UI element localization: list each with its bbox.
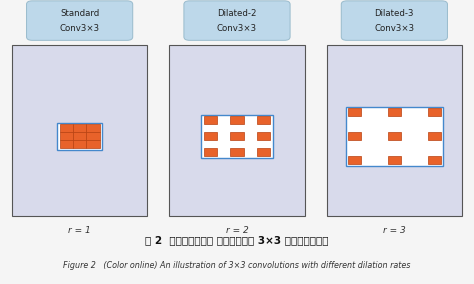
FancyBboxPatch shape: [257, 116, 270, 124]
FancyBboxPatch shape: [348, 156, 361, 164]
Text: Standard: Standard: [60, 9, 99, 18]
FancyBboxPatch shape: [348, 108, 361, 116]
FancyBboxPatch shape: [204, 148, 217, 156]
FancyBboxPatch shape: [73, 132, 86, 140]
FancyBboxPatch shape: [428, 132, 441, 140]
FancyBboxPatch shape: [388, 108, 401, 116]
Bar: [327, 45, 462, 216]
Text: 图 2  （网络版彩图） 不同空洞率的 3×3 空洞卷积示意图: 图 2 （网络版彩图） 不同空洞率的 3×3 空洞卷积示意图: [145, 235, 329, 245]
FancyBboxPatch shape: [204, 132, 217, 140]
FancyBboxPatch shape: [230, 116, 244, 124]
FancyBboxPatch shape: [86, 124, 100, 132]
FancyBboxPatch shape: [341, 1, 447, 40]
FancyBboxPatch shape: [204, 116, 217, 124]
FancyBboxPatch shape: [388, 156, 401, 164]
Text: r = 1: r = 1: [68, 225, 91, 235]
FancyBboxPatch shape: [257, 132, 270, 140]
FancyBboxPatch shape: [86, 132, 100, 140]
FancyBboxPatch shape: [86, 140, 100, 148]
FancyBboxPatch shape: [388, 132, 401, 140]
Text: Conv3×3: Conv3×3: [217, 24, 257, 33]
FancyBboxPatch shape: [184, 1, 290, 40]
Text: Dilated-3: Dilated-3: [374, 9, 414, 18]
Text: r = 2: r = 2: [226, 225, 248, 235]
FancyBboxPatch shape: [428, 156, 441, 164]
Text: r = 3: r = 3: [383, 225, 406, 235]
Text: Conv3×3: Conv3×3: [374, 24, 414, 33]
FancyBboxPatch shape: [230, 132, 244, 140]
FancyBboxPatch shape: [27, 1, 133, 40]
FancyBboxPatch shape: [73, 124, 86, 132]
Bar: [170, 45, 304, 216]
Bar: [346, 107, 443, 166]
FancyBboxPatch shape: [230, 148, 244, 156]
Bar: [57, 123, 102, 150]
Text: Figure 2   (Color online) An illustration of 3×3 convolutions with different dil: Figure 2 (Color online) An illustration …: [64, 261, 410, 270]
Bar: [12, 45, 147, 216]
FancyBboxPatch shape: [60, 132, 73, 140]
FancyBboxPatch shape: [73, 140, 86, 148]
Text: Dilated-2: Dilated-2: [217, 9, 257, 18]
Bar: [201, 115, 273, 158]
FancyBboxPatch shape: [257, 148, 270, 156]
Text: Conv3×3: Conv3×3: [60, 24, 100, 33]
FancyBboxPatch shape: [60, 140, 73, 148]
FancyBboxPatch shape: [348, 132, 361, 140]
FancyBboxPatch shape: [60, 124, 73, 132]
FancyBboxPatch shape: [428, 108, 441, 116]
